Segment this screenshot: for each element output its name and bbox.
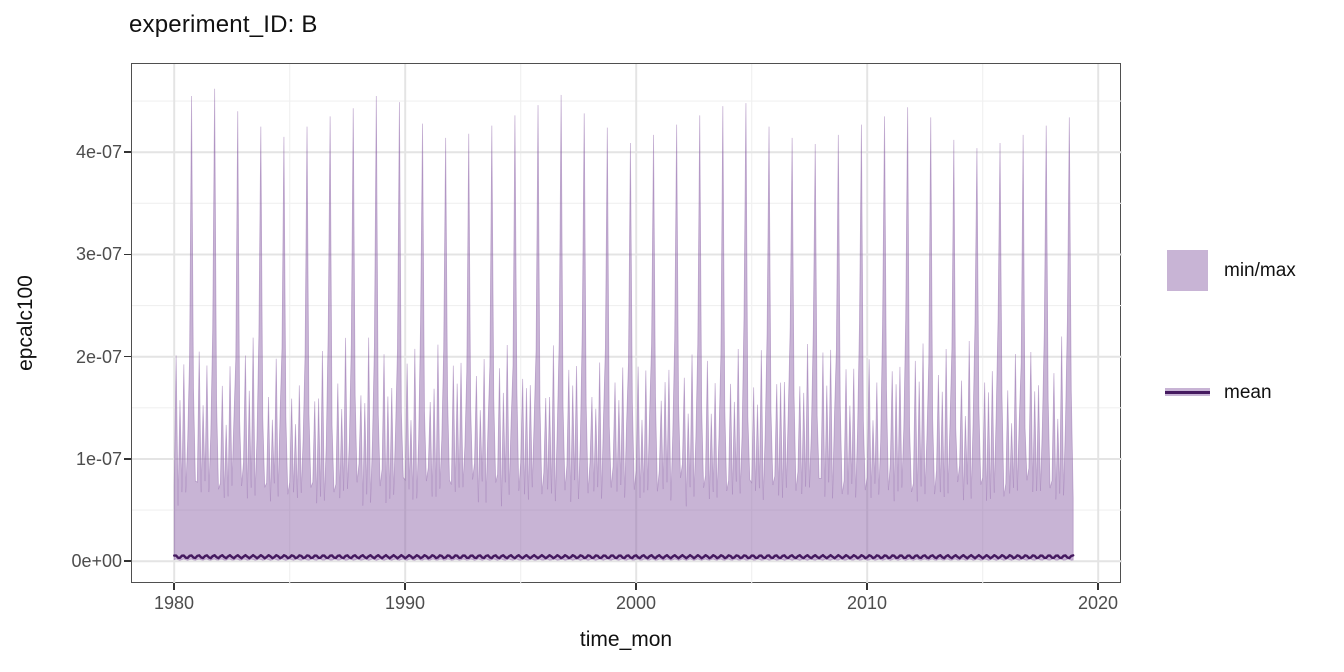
x-tick-label: 1990 <box>384 593 426 613</box>
chart-panel <box>131 63 1122 584</box>
y-tick-label: 2e-07 <box>75 346 122 367</box>
plot-title: experiment_ID: B <box>129 11 318 38</box>
x-tick-label: 2000 <box>615 593 657 613</box>
y-tick-mark <box>124 355 131 358</box>
legend-label-minmax: min/max <box>1224 260 1296 281</box>
minmax-fill-swatch <box>1167 250 1208 291</box>
x-tick-mark <box>1097 583 1099 590</box>
y-tick-label: 0e+00 <box>71 551 122 571</box>
y-tick-mark <box>124 560 131 562</box>
x-tick-label: 2010 <box>846 593 888 613</box>
x-axis-title: time_mon <box>579 628 673 651</box>
mean-line-swatch-line <box>1165 390 1210 394</box>
y-tick-mark <box>124 151 131 153</box>
x-tick-mark <box>635 583 637 590</box>
y-tick-mark <box>124 253 131 256</box>
x-tick-label: 2020 <box>1077 593 1119 613</box>
legend-label-mean: mean <box>1224 382 1272 403</box>
y-tick-label: 3e-07 <box>75 244 122 265</box>
x-tick-mark <box>173 583 175 590</box>
y-axis-title: epcalc100 <box>14 275 37 371</box>
mean-line-swatch <box>1165 388 1210 396</box>
y-tick-label: 4e-07 <box>75 142 122 162</box>
y-tick-label: 1e-07 <box>75 448 122 469</box>
x-tick-label: 1980 <box>153 593 195 613</box>
x-tick-mark <box>404 583 406 590</box>
y-tick-mark <box>124 458 131 460</box>
chart-svg <box>132 64 1122 584</box>
x-tick-mark <box>866 583 868 590</box>
